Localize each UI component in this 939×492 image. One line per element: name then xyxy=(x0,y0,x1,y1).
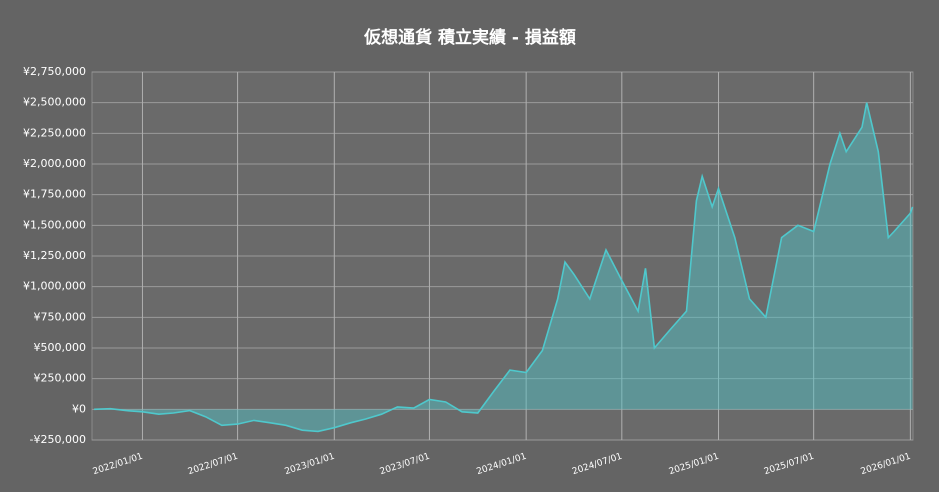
y-tick-label: ¥2,000,000 xyxy=(23,157,86,170)
x-tick-label: 2025/01/01 xyxy=(668,452,720,478)
x-tick-label: 2025/07/01 xyxy=(763,452,815,478)
y-tick-label: ¥2,500,000 xyxy=(23,96,86,109)
y-tick-label: ¥250,000 xyxy=(34,372,87,385)
y-tick-label: ¥2,250,000 xyxy=(23,126,86,139)
y-tick-label: ¥750,000 xyxy=(34,310,87,323)
chart-title: 仮想通貨 積立実績 - 損益額 xyxy=(363,27,576,48)
y-tick-label: ¥1,000,000 xyxy=(23,280,86,293)
x-tick-label: 2023/01/01 xyxy=(284,452,336,478)
y-tick-label: ¥500,000 xyxy=(34,341,87,354)
x-tick-label: 2022/07/01 xyxy=(187,452,239,478)
line xyxy=(94,102,914,433)
y-tick-label: ¥0 xyxy=(72,402,86,415)
y-tick-label: ¥2,750,000 xyxy=(23,65,86,78)
y-tick-label: ¥1,500,000 xyxy=(23,218,86,231)
y-tick-label: -¥250,000 xyxy=(30,433,86,446)
y-tick-label: ¥1,750,000 xyxy=(23,188,86,201)
x-tick-label: 2024/07/01 xyxy=(571,452,623,478)
x-tick-label: 2023/07/01 xyxy=(379,452,431,478)
y-tick-label: ¥1,250,000 xyxy=(23,249,86,262)
x-tick-label: 2026/01/01 xyxy=(860,452,912,478)
area xyxy=(94,102,913,432)
x-tick-label: 2022/01/01 xyxy=(92,452,144,478)
x-tick-label: 2024/01/01 xyxy=(475,452,527,478)
